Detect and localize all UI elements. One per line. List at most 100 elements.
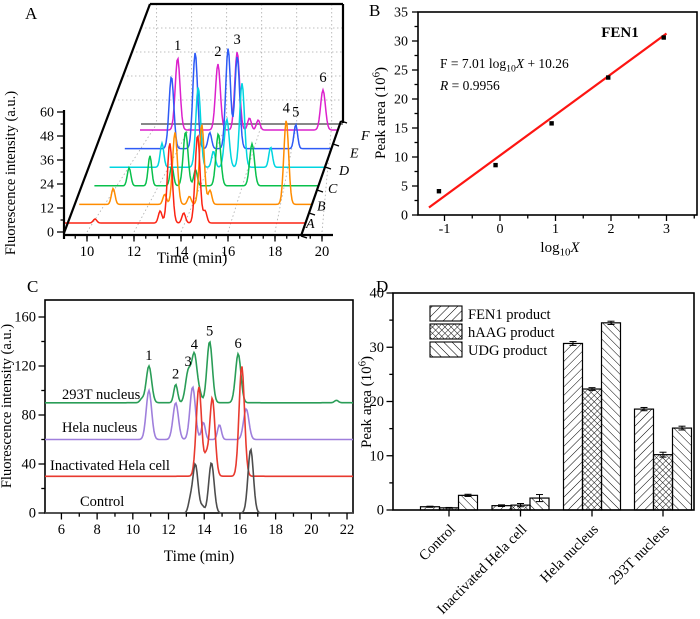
c-x-tick-label: 22 bbox=[340, 522, 355, 538]
d-y-tick-label: 10 bbox=[370, 448, 385, 464]
a-peak-label-2: 2 bbox=[214, 44, 221, 60]
c-x-tick-label: 16 bbox=[233, 522, 248, 538]
a-y-tick-label: 60 bbox=[40, 106, 54, 121]
c-peak-label-6: 6 bbox=[235, 336, 242, 352]
b-x-tick-label: 1 bbox=[552, 222, 559, 237]
d-legend-item: UDG product bbox=[429, 341, 547, 359]
d-category-label: Control bbox=[416, 522, 459, 565]
b-fit-line bbox=[428, 32, 668, 209]
b-y-tick-label: 10 bbox=[394, 151, 408, 166]
d-bar-hela-nucleus-fen1 bbox=[562, 342, 584, 511]
c-trace-label: 293T nucleus bbox=[62, 387, 141, 403]
waterfall-trace-B bbox=[79, 120, 311, 206]
a-depth-label-D: D bbox=[338, 164, 349, 179]
a-y-tick-label: 36 bbox=[40, 154, 54, 169]
d-y-tick-label: 20 bbox=[370, 394, 385, 410]
b-data-point bbox=[436, 189, 442, 194]
a-x-tick-label: 10 bbox=[80, 244, 95, 260]
b-y-tick-label: 0 bbox=[401, 209, 408, 224]
c-y-tick-label: 120 bbox=[14, 359, 36, 375]
panel-label-b: B bbox=[369, 1, 381, 20]
c-peak-label-5: 5 bbox=[206, 324, 213, 340]
b-correlation-annotation: R = 0.9956 bbox=[439, 78, 500, 93]
waterfall-trace-A bbox=[64, 134, 305, 224]
c-peak-label-2: 2 bbox=[172, 366, 179, 382]
a-x-tick-label: 20 bbox=[315, 244, 330, 260]
a-x-tick-label: 14 bbox=[174, 244, 189, 260]
a-peak-label-1: 1 bbox=[174, 38, 181, 54]
a-x-tick-label: 18 bbox=[268, 244, 283, 260]
c-trace-label: Control bbox=[80, 494, 124, 510]
d-bar-293t-nucleus-udg bbox=[671, 427, 693, 511]
c-trace-293t-nucleus bbox=[45, 340, 353, 404]
c-trace-control bbox=[45, 447, 353, 514]
b-y-tick-label: 25 bbox=[394, 64, 408, 79]
d-legend-label: FEN1 product bbox=[468, 307, 551, 323]
d-y-tick-label: 40 bbox=[370, 286, 385, 302]
b-x-axis-title: log10X bbox=[540, 240, 580, 259]
d-legend-label: hAAG product bbox=[468, 325, 555, 341]
c-y-tick-label: 40 bbox=[22, 457, 37, 473]
c-x-tick-label: 18 bbox=[268, 522, 283, 538]
c-y-tick-label: 0 bbox=[29, 506, 36, 522]
b-data-point bbox=[661, 35, 666, 40]
waterfall-trace-E bbox=[124, 48, 331, 150]
c-peak-label-3: 3 bbox=[185, 354, 192, 370]
c-y-tick-label: 160 bbox=[14, 310, 36, 326]
a-depth-label-F: F bbox=[360, 129, 370, 144]
a-depth-label-B: B bbox=[317, 199, 326, 214]
a-y-tick-label: 12 bbox=[40, 202, 54, 217]
b-x-tick-label: 0 bbox=[497, 222, 504, 237]
b-x-tick-label: 3 bbox=[663, 222, 670, 237]
d-legend-item: FEN1 product bbox=[429, 305, 551, 323]
b-data-point bbox=[493, 162, 498, 168]
c-peak-label-1: 1 bbox=[145, 348, 152, 364]
c-x-tick-label: 8 bbox=[93, 522, 100, 538]
b-data-point bbox=[549, 121, 554, 126]
b-y-axis-title: Peak area (106) bbox=[371, 67, 390, 159]
c-peak-label-4: 4 bbox=[191, 337, 199, 353]
c-trace-label: Inactivated Hela cell bbox=[50, 458, 170, 474]
a-depth-label-A: A bbox=[305, 217, 315, 232]
b-y-tick-label: 35 bbox=[394, 6, 408, 21]
c-trace-inactivated-hela-cell bbox=[45, 366, 353, 478]
a-x-tick-label: 16 bbox=[221, 244, 236, 260]
panel-c-chromatogram-chart: 6 8 10 12 14 16 18 20 2204080120160ControlInacti… bbox=[0, 299, 355, 565]
d-legend-label: UDG product bbox=[468, 343, 547, 359]
a-peak-label-4: 4 bbox=[283, 100, 291, 116]
c-x-tick-label: 10 bbox=[126, 522, 141, 538]
c-x-tick-label: 14 bbox=[197, 522, 212, 538]
panel-label-c: C bbox=[27, 277, 39, 296]
waterfall-trace-D bbox=[109, 83, 324, 168]
d-category-label: 293T nucleus bbox=[606, 521, 673, 588]
c-x-tick-label: 6 bbox=[58, 522, 65, 538]
a-peak-label-6: 6 bbox=[319, 70, 326, 86]
a-depth-label-C: C bbox=[328, 182, 338, 197]
a-x-axis-title: Time (min) bbox=[157, 250, 227, 267]
c-y-axis-title: Fluorescence intensity (a.u.) bbox=[0, 324, 15, 488]
a-y-tick-label: 0 bbox=[47, 226, 54, 241]
d-y-tick-label: 0 bbox=[377, 503, 384, 519]
b-y-tick-label: 20 bbox=[394, 93, 408, 108]
d-bar-293t-nucleus-haag bbox=[652, 454, 674, 511]
a-peak-label-5: 5 bbox=[292, 105, 299, 121]
b-data-point bbox=[606, 75, 611, 80]
a-y-tick-label: 24 bbox=[40, 178, 54, 193]
b-y-tick-label: 5 bbox=[401, 180, 408, 195]
a-peak-label-3: 3 bbox=[234, 32, 241, 48]
c-x-tick-label: 20 bbox=[304, 522, 319, 538]
d-bar-hela-nucleus-haag bbox=[581, 388, 603, 511]
c-trace-hela-nucleus bbox=[45, 385, 353, 441]
b-equation-annotation: F = 7.01 log10X + 10.26 bbox=[440, 56, 569, 75]
c-trace-label: Hela nucleus bbox=[62, 420, 138, 436]
c-x-axis-title: Time (min) bbox=[164, 548, 234, 565]
b-x-tick-label: -1 bbox=[439, 222, 451, 237]
panel-label-a: A bbox=[25, 4, 38, 23]
b-y-tick-label: 15 bbox=[394, 122, 408, 137]
a-y-tick-label: 48 bbox=[40, 130, 54, 145]
